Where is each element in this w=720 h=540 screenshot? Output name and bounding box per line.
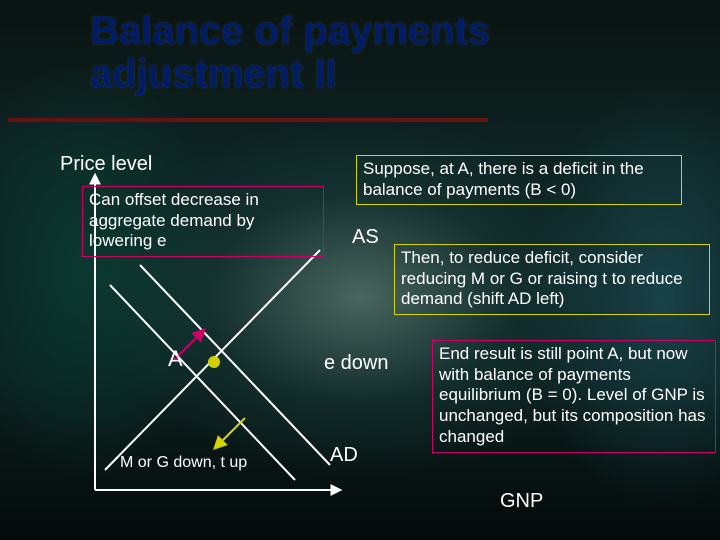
arrow-shift-left [215,418,245,448]
label-point-a: A [168,346,183,372]
point-a [208,356,220,368]
label-as: AS [352,226,379,249]
callout-suppose-deficit: Suppose, at A, there is a deficit in the… [356,155,682,205]
callout-offset-e: Can offset decrease in aggregate demand … [82,186,324,257]
curve-ad-shifted [110,285,295,480]
callout-end-result: End result is still point A, but now wit… [432,340,716,453]
label-ad: AD [330,444,358,467]
slide: Balance of payments adjustment II Price … [0,0,720,540]
callout-reduce-deficit: Then, to reduce deficit, consider reduci… [394,244,710,315]
label-e-down: e down [324,352,389,375]
label-m-or-g: M or G down, t up [120,454,247,472]
